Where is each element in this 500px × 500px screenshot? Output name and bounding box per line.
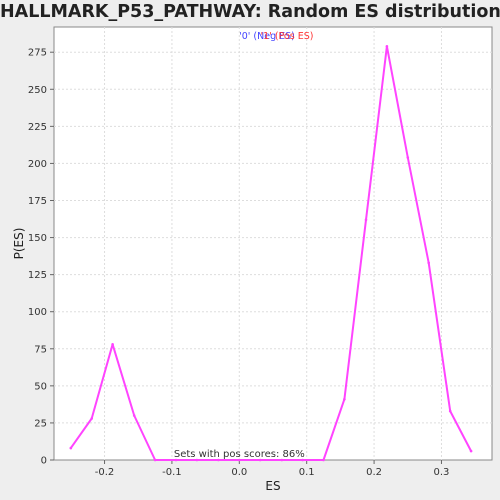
y-tick-label: 225 [28,122,47,133]
series-layer [69,45,473,462]
data-point [69,446,73,450]
data-point [174,458,178,462]
data-point [364,218,368,222]
axes: 0 25 50 75 100 125 150 175 200 225 250 275 -0.2 -0.1 0… [28,48,450,478]
legend-neg-label: '0' (Neg ES) [239,31,295,42]
x-tick-label: 0.2 [366,467,382,478]
data-point [280,458,284,462]
data-point [258,458,262,462]
y-tick-label: 125 [28,270,47,281]
y-tick-label: 75 [34,344,47,355]
x-tick-label: -0.1 [162,467,182,478]
data-point [469,449,473,453]
x-tick-label: -0.2 [95,467,115,478]
data-point [111,343,114,346]
y-tick-label: 25 [34,418,47,429]
legend-pos-label: '1' (Pos ES) [261,31,314,42]
data-point [301,458,304,462]
y-tick-label: 175 [28,196,47,207]
y-tick-label: 250 [28,85,47,96]
grid [54,27,492,460]
data-point [153,458,157,462]
data-point [385,45,389,48]
data-point [448,409,452,413]
y-tick-label: 0 [41,456,47,467]
data-point [238,458,241,462]
data-point [427,261,431,265]
data-point [195,458,199,462]
x-axis-label: ES [265,479,280,493]
y-tick-label: 100 [28,307,47,318]
data-point [343,397,346,401]
y-tick-label: 200 [28,159,47,170]
y-tick-label: 275 [28,48,47,59]
x-tick-label: 0.3 [434,467,450,478]
y-tick-label: 50 [34,381,47,392]
data-point [406,156,410,159]
data-point [217,458,220,462]
data-point [90,417,93,420]
data-point [322,458,325,462]
y-axis-label: P(ES) [12,228,26,260]
y-tick-label: 150 [28,233,47,244]
data-point [132,414,136,417]
chart-title: HALLMARK_P53_PATHWAY: Random ES distribu… [0,2,500,22]
x-tick-label: 0.1 [299,467,315,478]
series-line [69,45,472,461]
x-tick-label: 0.0 [231,467,247,478]
plot-area [53,26,493,461]
pos-scores-annotation: Sets with pos scores: 86% [174,449,305,460]
